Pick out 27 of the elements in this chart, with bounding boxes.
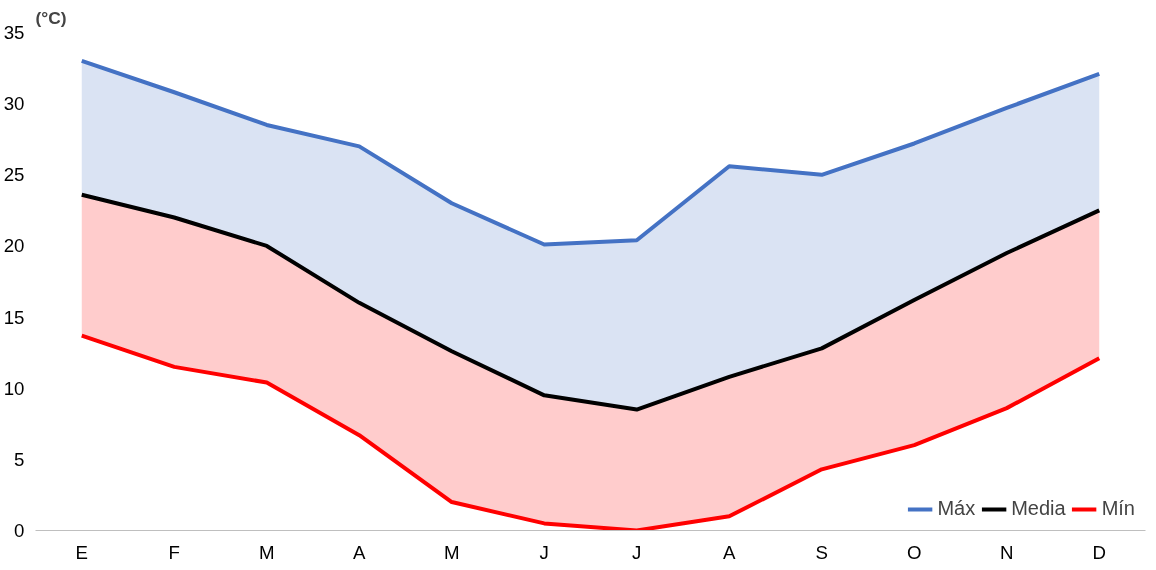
y-tick-label: 10 [3, 377, 25, 399]
y-tick-label: 0 [14, 520, 25, 541]
y-tick-label: 15 [3, 306, 25, 328]
x-tick-label: S [815, 541, 828, 563]
x-tick-label: J [632, 541, 642, 563]
legend-label: Mín [1101, 497, 1135, 520]
y-tick-label: 25 [3, 164, 25, 186]
line-series [79, 192, 1102, 412]
x-tick-label: A [723, 541, 737, 563]
x-tick-label: F [168, 541, 180, 563]
y-tick-label: 20 [3, 235, 25, 257]
y-tick-label: 30 [3, 93, 25, 115]
x-tick-label: O [906, 541, 922, 563]
line-series [79, 333, 1102, 531]
x-tick-label: N [1000, 541, 1014, 563]
legend-label: Máx [937, 497, 976, 520]
x-tick-label: D [1092, 541, 1106, 563]
line-series [79, 58, 1102, 247]
y-tick-label: 5 [14, 448, 25, 470]
legend-label: Media [1011, 497, 1066, 520]
x-tick-label: M [258, 541, 275, 563]
y-tick-label: 35 [3, 22, 25, 43]
y-axis-title: (°C) [35, 7, 67, 28]
x-tick-label: M [443, 541, 460, 563]
x-tick-label: E [75, 541, 88, 563]
x-tick-label: A [353, 541, 367, 563]
x-tick-label: J [539, 541, 549, 563]
